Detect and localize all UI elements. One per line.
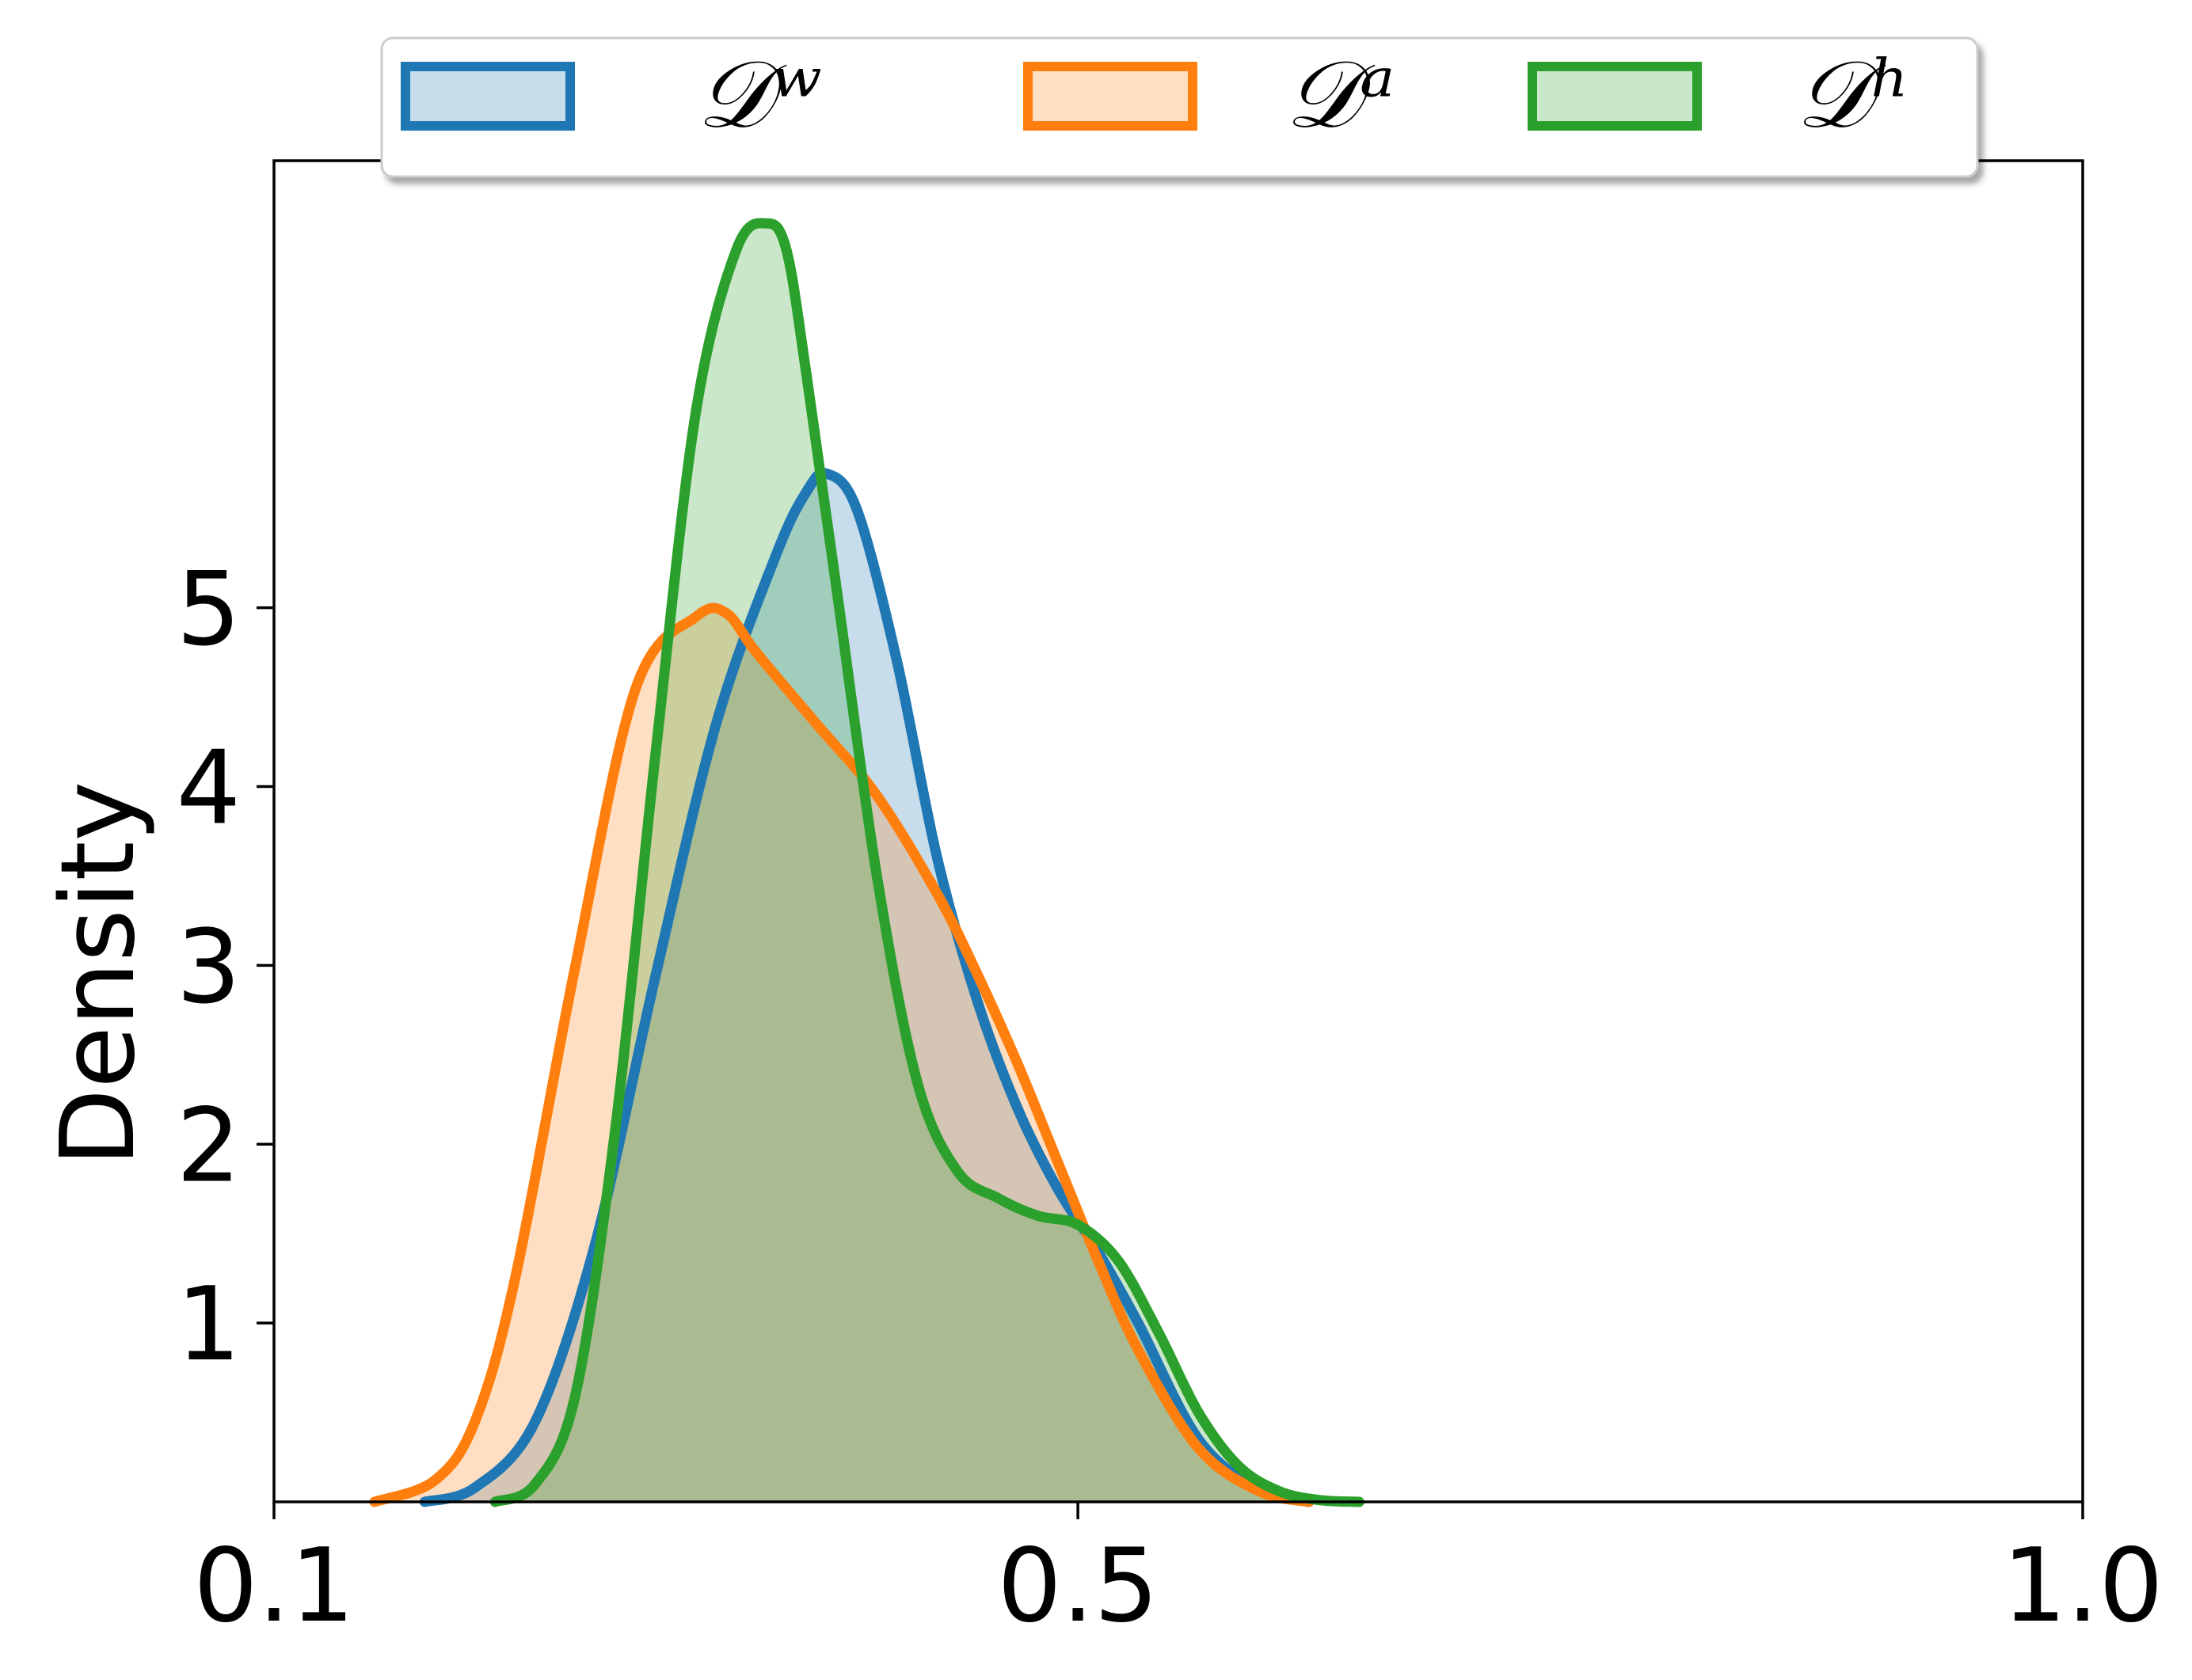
y-tick-label: 1: [177, 1266, 241, 1384]
x-tick-label: 0.1: [193, 1527, 355, 1645]
legend-label-3: 𝒟ʰ: [1796, 40, 1911, 149]
density-fill-series-2: [374, 607, 1309, 1503]
legend-box: [380, 36, 1979, 178]
y-tick-label: 3: [177, 908, 241, 1026]
y-tick-label: 2: [177, 1087, 241, 1205]
density-line-series-2: [369, 602, 1315, 1507]
legend-label-1: 𝒟ʷ: [697, 40, 822, 149]
y-axis-label: Density: [40, 781, 158, 1167]
x-tick-label: 1.0: [2002, 1527, 2163, 1645]
legend-swatch-3: [1528, 62, 1702, 131]
plot-area: [369, 218, 1364, 1507]
legend-swatch-2: [1023, 62, 1197, 131]
density-line-series-3: [489, 218, 1364, 1507]
density-fill-series-3: [495, 222, 1360, 1502]
legend: 𝒟ʷ 𝒟ᵃ 𝒟ʰ: [380, 36, 1979, 178]
legend-swatch-1: [401, 62, 575, 131]
legend-label-2: 𝒟ᵃ: [1285, 40, 1395, 149]
x-tick-label: 0.5: [997, 1527, 1159, 1645]
y-tick-label: 5: [177, 551, 241, 669]
y-tick-label: 4: [177, 730, 241, 848]
